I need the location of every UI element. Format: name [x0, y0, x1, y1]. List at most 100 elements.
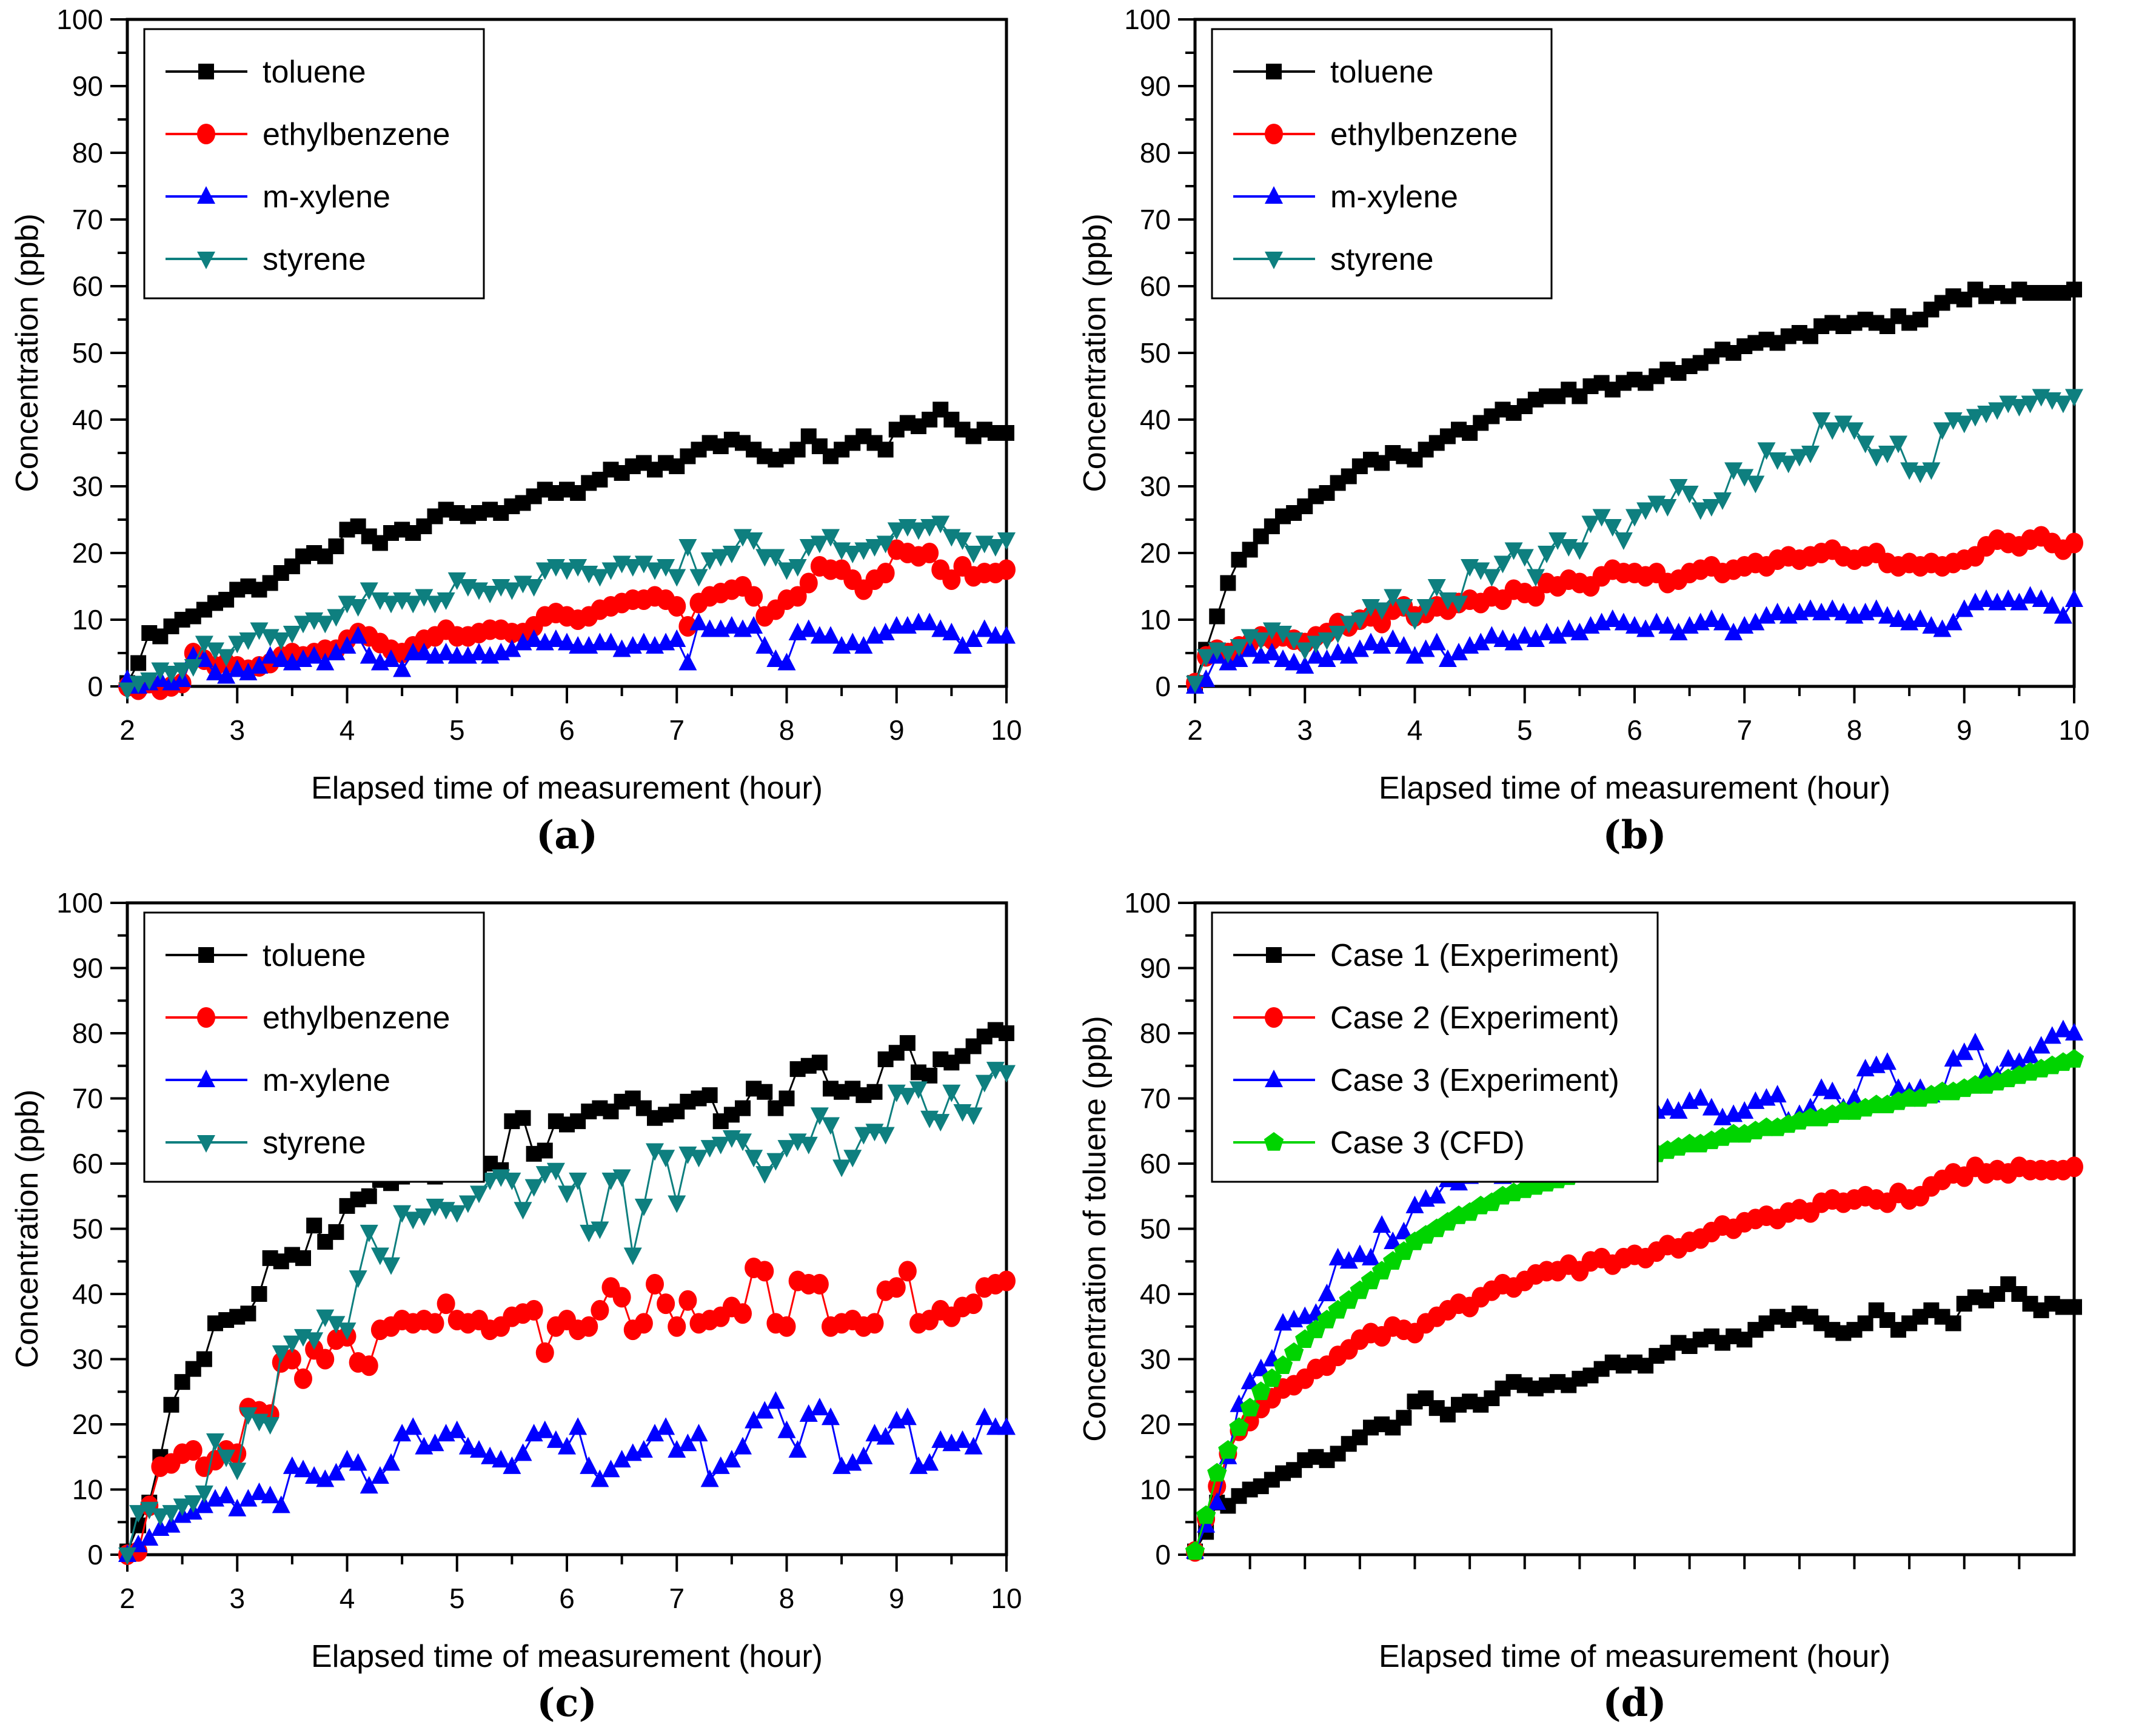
series-toluene	[119, 401, 1014, 691]
svg-text:80: 80	[72, 1017, 103, 1049]
legend-label: ethylbenzene	[263, 117, 450, 152]
series-toluene	[119, 1022, 1014, 1560]
svg-text:40: 40	[72, 1278, 103, 1310]
svg-text:70: 70	[72, 1083, 103, 1114]
svg-text:60: 60	[72, 270, 103, 302]
y-axis-title: Concentration (ppb)	[10, 213, 45, 492]
series-case-2-experiment	[1186, 1156, 2083, 1562]
legend-label: styrene	[263, 242, 366, 277]
svg-text:10: 10	[72, 604, 103, 635]
tick-labels: 0 10 20 30 40 50 60 70 80 90 100	[1124, 887, 1171, 1570]
svg-text:90: 90	[72, 70, 103, 102]
legend-item-styrene: styrene	[1233, 242, 1434, 277]
svg-text:60: 60	[1140, 270, 1171, 302]
svg-text:2: 2	[119, 1583, 135, 1614]
chart-b-cell: 2 3 4 5 6 7 8 9 10 0 10 20 30 40 50 60 70 80 90 100 Elapsed …	[1068, 0, 2136, 868]
legend-item-styrene: styrene	[166, 242, 366, 277]
svg-text:50: 50	[72, 1213, 103, 1245]
y-axis-title: Concentration (ppb)	[1077, 213, 1113, 492]
svg-text:60: 60	[1140, 1148, 1171, 1179]
svg-text:10: 10	[991, 714, 1022, 746]
legend-item-styrene: styrene	[166, 1125, 366, 1161]
legend: Case 1 (Experiment) Case 2 (Experiment) Ca…	[1211, 911, 1659, 1183]
legend-label: toluene	[1330, 55, 1434, 90]
legend-label: m-xylene	[263, 1063, 390, 1098]
legend-item-case-3-cfd: Case 3 (CFD)	[1233, 1125, 1525, 1161]
legend-label: ethylbenzene	[1330, 117, 1518, 152]
legend-label: m-xylene	[1330, 179, 1458, 215]
svg-text:30: 30	[1140, 471, 1171, 502]
svg-text:4: 4	[1407, 714, 1423, 746]
series-m-xylene	[118, 612, 1016, 694]
svg-text:100: 100	[56, 4, 103, 35]
svg-text:90: 90	[1140, 70, 1171, 102]
svg-text:40: 40	[1140, 404, 1171, 435]
legend-item-case-1-experiment: Case 1 (Experiment)	[1233, 938, 1619, 973]
svg-text:10: 10	[72, 1474, 103, 1506]
series-toluene	[1187, 281, 2082, 691]
svg-text:20: 20	[1140, 1409, 1171, 1440]
series-ethylbenzene	[118, 1258, 1016, 1565]
svg-text:5: 5	[1517, 714, 1533, 746]
legend-item-toluene: toluene	[166, 938, 366, 973]
svg-text:80: 80	[1140, 137, 1171, 169]
svg-text:0: 0	[87, 1539, 103, 1570]
svg-text:30: 30	[72, 471, 103, 502]
svg-text:6: 6	[559, 714, 575, 746]
svg-text:2: 2	[119, 714, 135, 746]
legend-item-m-xylene: m-xylene	[166, 1063, 390, 1098]
svg-text:100: 100	[56, 887, 103, 919]
legend-label: styrene	[1330, 242, 1434, 277]
x-axis-title: Elapsed time of measurement (hour)	[311, 771, 823, 806]
legend-label: Case 2 (Experiment)	[1330, 1000, 1619, 1036]
svg-text:40: 40	[72, 404, 103, 435]
svg-text:0: 0	[1155, 1539, 1171, 1570]
svg-text:10: 10	[991, 1583, 1022, 1614]
svg-text:20: 20	[72, 537, 103, 569]
legend-label: m-xylene	[263, 179, 390, 215]
legend-item-case-3-experiment: Case 3 (Experiment)	[1233, 1063, 1619, 1098]
svg-text:7: 7	[1736, 714, 1752, 746]
chart-d-cell: 0 10 20 30 40 50 60 70 80 90 100 Elapsed time of me…	[1068, 868, 2136, 1736]
legend-label: toluene	[263, 55, 366, 90]
svg-text:0: 0	[87, 671, 103, 702]
legend-item-ethylbenzene: ethylbenzene	[166, 1000, 450, 1036]
legend-label: Case 3 (CFD)	[1330, 1125, 1525, 1161]
series-styrene	[1186, 389, 2083, 694]
svg-text:10: 10	[1140, 604, 1171, 635]
svg-text:3: 3	[229, 714, 245, 746]
svg-text:9: 9	[1957, 714, 1972, 746]
svg-text:9: 9	[889, 714, 905, 746]
svg-text:7: 7	[669, 714, 685, 746]
caption-d: (d)	[1602, 1680, 1667, 1726]
chart-c-cell: 2 3 4 5 6 7 8 9 10 0 10 20 30 40 50 60 70 80 90 100 Elapsed …	[0, 868, 1068, 1736]
svg-text:5: 5	[449, 1583, 465, 1614]
svg-text:8: 8	[1847, 714, 1863, 746]
caption-a: (a)	[535, 813, 598, 858]
svg-text:100: 100	[1124, 887, 1171, 919]
svg-text:50: 50	[1140, 337, 1171, 369]
svg-text:8: 8	[779, 1583, 795, 1614]
svg-text:90: 90	[72, 953, 103, 984]
svg-text:30: 30	[1140, 1344, 1171, 1375]
svg-text:3: 3	[229, 1583, 245, 1614]
svg-text:4: 4	[340, 1583, 355, 1614]
svg-text:100: 100	[1124, 4, 1171, 35]
legend-label: ethylbenzene	[263, 1000, 450, 1036]
axis-ticks	[1178, 18, 2075, 703]
legend-box	[1211, 911, 1659, 1183]
svg-text:50: 50	[72, 337, 103, 369]
svg-text:3: 3	[1297, 714, 1313, 746]
x-axis-title: Elapsed time of measurement (hour)	[1379, 1639, 1890, 1674]
svg-text:5: 5	[449, 714, 465, 746]
chart-a: 2 3 4 5 6 7 8 9 100102030405060708090100Elapsed …	[10, 4, 1022, 806]
svg-text:80: 80	[72, 137, 103, 169]
legend: toluene ethylbenzene m-xylene styrene	[143, 911, 485, 1183]
chart-c: 2 3 4 5 6 7 8 9 100102030405060708090100Elapsed …	[10, 887, 1022, 1674]
legend-item-ethylbenzene: ethylbenzene	[166, 117, 450, 152]
svg-text:4: 4	[340, 714, 355, 746]
chart-d: 0 10 20 30 40 50 60 70 80 90 100 Elapsed time of me…	[1077, 887, 2084, 1674]
svg-text:10: 10	[2058, 714, 2089, 746]
svg-text:20: 20	[72, 1409, 103, 1440]
